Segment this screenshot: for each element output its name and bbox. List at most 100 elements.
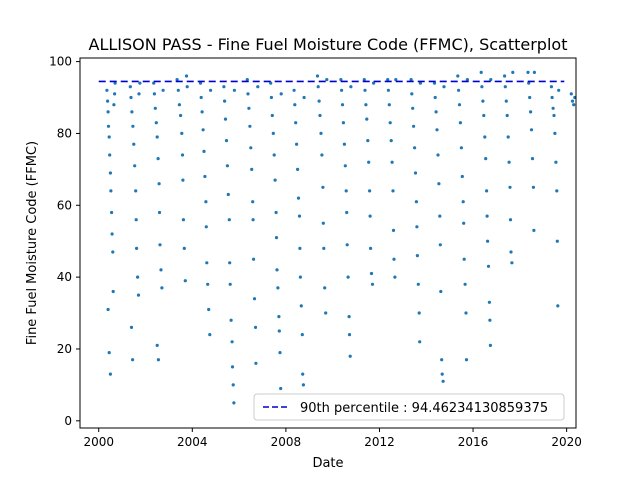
data-point — [176, 88, 180, 92]
data-point — [459, 146, 463, 150]
data-point — [181, 178, 185, 182]
data-point — [177, 103, 181, 107]
data-point — [153, 106, 157, 110]
data-point — [185, 85, 189, 89]
data-point — [245, 78, 249, 82]
data-point — [198, 81, 203, 85]
data-point — [436, 153, 440, 157]
data-point — [507, 160, 511, 164]
data-point — [438, 243, 442, 247]
data-point — [180, 153, 185, 157]
data-point — [437, 182, 441, 186]
data-point — [202, 149, 206, 153]
data-point — [369, 271, 374, 276]
data-point — [347, 315, 351, 319]
data-point — [302, 95, 306, 100]
data-point — [110, 210, 114, 215]
data-point — [204, 225, 208, 229]
legend-label: 90th percentile : 94.46234130859375 — [300, 401, 548, 416]
data-point — [161, 88, 165, 92]
data-point — [388, 121, 392, 125]
data-point — [108, 171, 112, 175]
data-point — [343, 164, 347, 168]
data-point — [555, 239, 559, 243]
data-point — [416, 282, 420, 286]
data-point — [532, 70, 537, 74]
data-point — [204, 200, 208, 204]
data-point — [250, 167, 254, 171]
data-point — [457, 88, 461, 92]
data-point — [390, 160, 394, 164]
data-point — [296, 167, 300, 171]
data-point — [299, 304, 303, 308]
data-point — [232, 88, 236, 92]
data-point — [226, 192, 230, 197]
data-point — [247, 106, 251, 110]
data-point — [246, 92, 250, 96]
data-point — [530, 157, 535, 161]
data-point — [346, 275, 350, 279]
data-point — [529, 128, 534, 132]
data-point — [277, 315, 281, 319]
data-point — [365, 117, 369, 121]
data-point — [551, 106, 555, 110]
y-tick-label: 40 — [57, 270, 72, 284]
data-point — [364, 103, 368, 107]
data-point — [293, 103, 297, 107]
data-point — [349, 85, 353, 89]
data-point — [152, 81, 156, 85]
data-point — [278, 351, 282, 355]
data-point — [274, 236, 279, 240]
data-point — [110, 232, 114, 236]
data-point — [157, 182, 161, 186]
data-point — [229, 318, 233, 322]
data-point — [527, 81, 531, 85]
data-point — [249, 146, 253, 150]
data-point — [339, 78, 343, 82]
data-point — [108, 372, 112, 376]
data-point — [251, 218, 255, 222]
data-point — [301, 372, 305, 376]
data-point — [152, 92, 156, 96]
data-point — [462, 257, 466, 261]
data-point — [275, 268, 279, 272]
data-point — [207, 307, 211, 312]
data-point — [345, 243, 349, 247]
data-point — [208, 333, 212, 337]
data-point — [231, 383, 235, 387]
data-point — [133, 164, 137, 168]
data-point — [113, 92, 117, 96]
data-point — [252, 257, 256, 261]
data-point — [298, 275, 302, 279]
data-point — [531, 185, 536, 189]
data-point — [347, 333, 352, 337]
data-point — [569, 92, 573, 96]
data-point — [206, 282, 210, 286]
data-point — [130, 110, 134, 114]
data-point — [441, 379, 445, 383]
data-point — [435, 128, 439, 132]
data-point — [341, 121, 345, 125]
data-point — [199, 95, 203, 100]
data-point — [159, 268, 163, 272]
data-point — [317, 99, 321, 103]
data-point — [203, 174, 207, 179]
data-point — [111, 289, 115, 294]
data-point — [225, 164, 229, 168]
data-point — [134, 218, 138, 222]
data-point — [462, 221, 466, 225]
data-point — [273, 178, 277, 182]
data-point — [487, 300, 491, 304]
data-point — [483, 135, 487, 139]
data-point — [508, 218, 513, 222]
data-point — [294, 121, 298, 125]
data-point — [413, 146, 417, 150]
data-point — [432, 81, 437, 85]
data-point — [325, 78, 329, 82]
data-point — [179, 113, 183, 118]
data-point — [456, 74, 460, 78]
data-point — [105, 88, 109, 92]
data-point — [296, 196, 301, 200]
data-point — [180, 131, 184, 135]
data-point — [175, 78, 179, 82]
